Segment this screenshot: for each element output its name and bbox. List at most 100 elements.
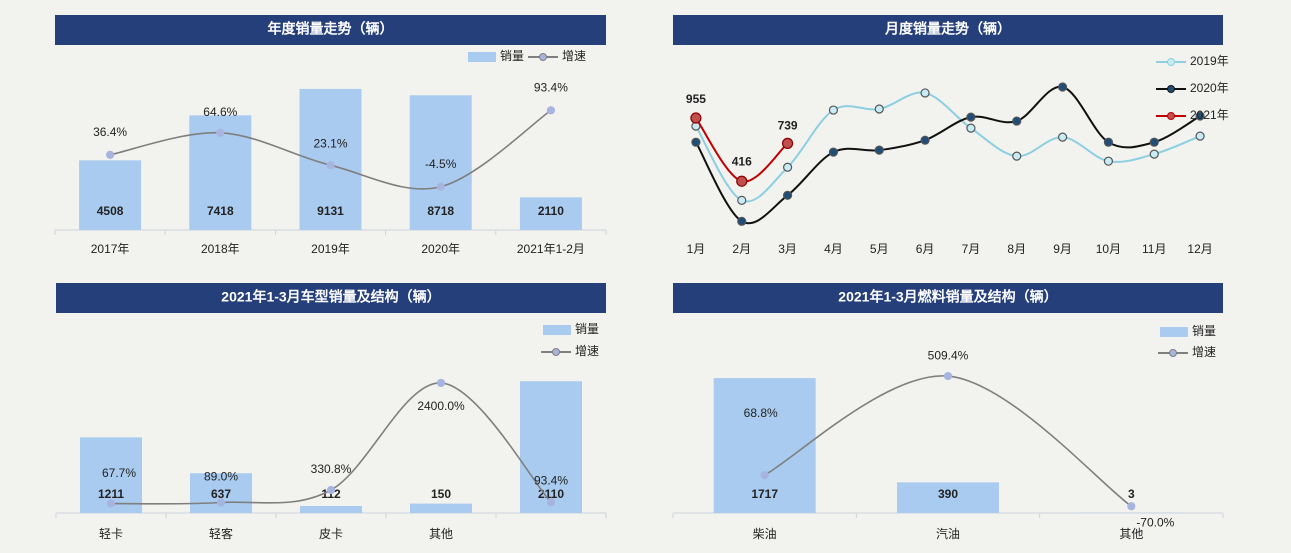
line-value-label: 330.8% xyxy=(311,462,352,476)
line xyxy=(110,382,552,505)
legend-label: 销量 xyxy=(500,49,524,63)
line-marker xyxy=(690,112,702,124)
line-value-label: 955 xyxy=(686,92,706,106)
bar xyxy=(519,197,582,230)
legend-label: 增速 xyxy=(575,344,599,358)
x-tick-label: 10月 xyxy=(1096,242,1121,256)
bar xyxy=(713,378,816,513)
bar-value-label: 2110 xyxy=(538,487,564,501)
line-marker xyxy=(943,371,953,381)
legend-marker xyxy=(552,348,560,356)
x-tick-label: 7月 xyxy=(962,242,981,256)
bar-value-label: 150 xyxy=(431,487,451,501)
line-marker xyxy=(436,378,446,388)
legend-label: 2019年 xyxy=(1190,54,1229,68)
line-value-label: 68.8% xyxy=(744,406,778,420)
line-marker xyxy=(737,216,747,226)
line-marker xyxy=(216,128,225,137)
x-tick-label: 皮卡 xyxy=(319,527,343,541)
x-tick-label: 6月 xyxy=(916,242,935,256)
line-marker xyxy=(920,88,930,98)
title-bar xyxy=(56,283,606,313)
line-marker xyxy=(920,135,930,145)
bar xyxy=(897,482,999,513)
bar-value-label: 2110 xyxy=(538,204,564,218)
line-value-label: 36.4% xyxy=(93,125,127,139)
line-marker xyxy=(1012,151,1022,161)
legend-label: 销量 xyxy=(575,322,599,336)
line-marker xyxy=(874,145,884,155)
x-tick-label: 4月 xyxy=(824,242,843,256)
bar-value-label: 637 xyxy=(211,487,231,501)
x-tick-label: 2019年 xyxy=(311,242,350,256)
legend-marker xyxy=(1167,58,1175,66)
bar-value-label: 1717 xyxy=(751,487,778,501)
x-tick-label: 轻客 xyxy=(209,526,233,541)
legend-swatch xyxy=(468,52,496,62)
line-marker xyxy=(782,190,793,200)
line-marker xyxy=(828,147,839,157)
bar-value-label: 390 xyxy=(938,487,958,501)
line-marker xyxy=(1127,502,1136,511)
line-marker xyxy=(1103,137,1114,147)
line-value-label: 509.4% xyxy=(928,348,969,362)
x-tick-label: 2018年 xyxy=(201,242,240,256)
legend-swatch xyxy=(543,325,571,335)
line-value-label: 739 xyxy=(778,119,798,133)
legend-marker xyxy=(1167,112,1175,120)
x-tick-label: 3月 xyxy=(778,242,797,256)
line-marker xyxy=(1103,156,1114,166)
legend-label: 2020年 xyxy=(1190,81,1229,95)
bar-value-label: 9131 xyxy=(317,204,344,218)
line-marker xyxy=(966,112,976,122)
line-marker xyxy=(1195,111,1205,121)
line-marker xyxy=(1057,132,1068,142)
bar-value-label: 3 xyxy=(1128,487,1135,501)
title-bar xyxy=(55,15,606,45)
x-tick-label: 8月 xyxy=(1007,242,1026,256)
x-tick-label: 1月 xyxy=(687,242,706,256)
x-tick-label: 2021年1-2月 xyxy=(517,242,585,256)
x-tick-label: 柴油 xyxy=(753,527,777,541)
x-tick-label: 轻卡 xyxy=(99,527,123,541)
line-marker xyxy=(216,498,226,507)
legend-label: 增速 xyxy=(1192,345,1216,359)
legend-marker xyxy=(1167,85,1175,93)
x-tick-label: 2017年 xyxy=(91,242,130,256)
line-marker xyxy=(760,470,769,480)
line-marker xyxy=(1012,116,1022,126)
line-marker xyxy=(828,105,839,115)
bar xyxy=(410,503,472,513)
line-value-label: -70.0% xyxy=(1136,515,1174,529)
bar-value-label: 1211 xyxy=(98,487,124,501)
x-tick-label: 11月 xyxy=(1142,242,1166,256)
legend-label: 增速 xyxy=(562,49,586,63)
x-tick-label: 其他 xyxy=(429,527,453,541)
legend-label: 2021年 xyxy=(1190,108,1229,122)
line-value-label: 2400.0% xyxy=(417,399,465,413)
line-marker xyxy=(1057,82,1068,92)
line-value-label: 64.6% xyxy=(203,105,237,119)
x-tick-label: 5月 xyxy=(870,242,889,256)
title-bar xyxy=(673,15,1223,45)
legend-marker xyxy=(539,53,547,61)
x-tick-label: 2月 xyxy=(732,242,751,256)
line-value-label: 93.4% xyxy=(534,473,568,487)
line-marker xyxy=(1149,149,1159,159)
line-marker xyxy=(737,195,747,205)
bar-value-label: 8718 xyxy=(427,204,454,218)
line-marker xyxy=(966,123,976,133)
line-marker xyxy=(1149,137,1159,147)
x-tick-label: 其他 xyxy=(1119,527,1143,541)
chart-title: 2021年1-3月车型销量及结构（辆） xyxy=(221,289,440,305)
x-tick-label: 2020年 xyxy=(421,242,460,256)
title-bar xyxy=(673,283,1223,313)
line-marker xyxy=(546,498,556,507)
chart-title: 月度销量走势（辆） xyxy=(884,21,1011,37)
line-marker xyxy=(436,182,445,191)
x-tick-label: 9月 xyxy=(1053,242,1072,256)
line-marker xyxy=(781,137,794,149)
bar-value-label: 4508 xyxy=(97,204,124,218)
line-value-label: -4.5% xyxy=(425,157,457,171)
